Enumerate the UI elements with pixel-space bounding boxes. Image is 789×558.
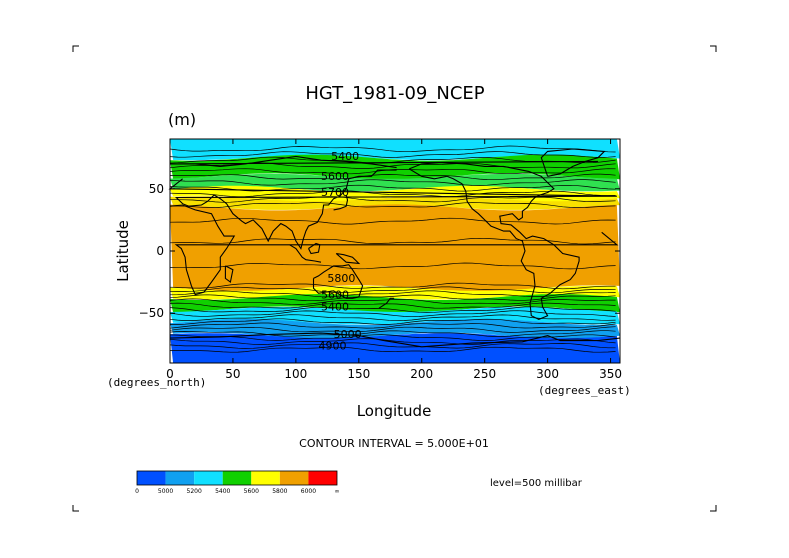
coastline xyxy=(335,252,361,265)
contour-line xyxy=(169,330,616,337)
coastline xyxy=(169,155,599,169)
contour-line xyxy=(169,151,616,158)
color-bar-swatch xyxy=(137,471,166,485)
color-bar-swatch xyxy=(222,471,252,485)
contour-line xyxy=(169,326,616,333)
color-band xyxy=(170,204,620,292)
color-bar-swatch xyxy=(165,471,195,485)
color-bar-label: 5600 xyxy=(244,488,259,495)
contour-line xyxy=(169,173,616,181)
contour-line xyxy=(169,310,616,318)
color-bar-label: 5400 xyxy=(215,488,230,495)
color-bar-swatch xyxy=(194,471,223,485)
level-label: level=500 millibar xyxy=(490,478,583,489)
color-band xyxy=(170,173,620,192)
contour-line xyxy=(169,286,616,294)
x-tick-label: 150 xyxy=(347,367,370,381)
coastline xyxy=(224,265,234,284)
y-tick-label: 0 xyxy=(156,244,164,258)
contour-line xyxy=(169,190,616,198)
contour-label: 5600 xyxy=(321,288,349,301)
contour-label: 5400 xyxy=(321,301,349,314)
x-tick-label: 250 xyxy=(473,367,496,381)
contour-label: 5600 xyxy=(321,170,349,183)
x-units-label: (degrees_east) xyxy=(538,384,631,397)
color-bar-swatch xyxy=(308,471,337,485)
contour-line xyxy=(169,342,616,349)
x-tick-label: 50 xyxy=(225,367,240,381)
coastline xyxy=(312,264,364,299)
color-bar-frame xyxy=(136,470,338,486)
x-axis-ticks: 0 50 100 150 200 250 300 350 xyxy=(166,139,622,381)
contour-label: 5800 xyxy=(327,272,355,285)
coastline xyxy=(378,297,395,309)
x-tick-label: 0 xyxy=(166,367,174,381)
x-tick-label: 350 xyxy=(599,367,622,381)
x-tick-label: 300 xyxy=(536,367,559,381)
contour-line xyxy=(169,338,616,345)
coastline xyxy=(540,148,606,177)
color-bar-swatch xyxy=(279,471,309,485)
color-bar-label: 5200 xyxy=(187,488,202,495)
contour-line xyxy=(169,145,616,153)
y-tick-label: 50 xyxy=(149,182,164,196)
color-bar-label: 6000 xyxy=(301,488,316,495)
contour-line xyxy=(170,318,616,325)
color-bar-label: 5000 xyxy=(158,488,173,495)
color-bar-swatch xyxy=(251,471,280,485)
color-band xyxy=(170,196,620,210)
coastline xyxy=(308,242,321,255)
contour-line xyxy=(169,179,616,186)
coastline xyxy=(169,332,621,348)
contour-line xyxy=(169,237,616,245)
contour-line xyxy=(169,217,616,225)
contour-label: 5400 xyxy=(331,150,359,163)
coastlines xyxy=(168,148,621,348)
contour-label: 5700 xyxy=(321,186,349,199)
y-axis-label: Latitude xyxy=(114,220,132,282)
coastline xyxy=(168,169,617,250)
contour-line xyxy=(169,184,616,192)
coastline xyxy=(169,204,619,296)
contour-line xyxy=(170,196,616,203)
coastline xyxy=(289,244,322,263)
x-tick-label: 100 xyxy=(284,367,307,381)
contour-line xyxy=(169,322,616,329)
color-band xyxy=(170,285,620,300)
x-axis-label: Longitude xyxy=(357,402,432,420)
contour-label: 5000 xyxy=(334,328,362,341)
contour-line xyxy=(169,306,616,313)
chart-units: (m) xyxy=(168,110,196,129)
y-tick-label: −50 xyxy=(139,306,164,320)
color-bar-label: 0 xyxy=(135,488,139,495)
y-units-label: (degrees_north) xyxy=(107,376,206,389)
y-axis-ticks: −50 0 50 xyxy=(139,182,620,320)
contour-line xyxy=(169,290,616,298)
x-tick-label: 200 xyxy=(410,367,433,381)
contour-line xyxy=(169,346,616,353)
contour-label: 4900 xyxy=(319,339,347,352)
contour-line xyxy=(169,262,616,270)
contour-interval-label: CONTOUR INTERVAL = 5.000E+01 xyxy=(299,437,489,450)
contour-line xyxy=(169,302,616,309)
coastline xyxy=(408,162,580,321)
color-bar: 0 5000 5200 5400 5600 5800 6000 ∞ xyxy=(135,470,340,495)
color-bar-label: ∞ xyxy=(335,488,340,495)
chart-title: HGT_1981-09_NCEP xyxy=(305,83,484,104)
color-bar-label: 5800 xyxy=(272,488,287,495)
coastline xyxy=(333,194,349,211)
contour-line xyxy=(170,202,616,208)
corner-marks xyxy=(72,45,717,512)
contour-line xyxy=(169,282,616,290)
color-band xyxy=(170,139,620,161)
